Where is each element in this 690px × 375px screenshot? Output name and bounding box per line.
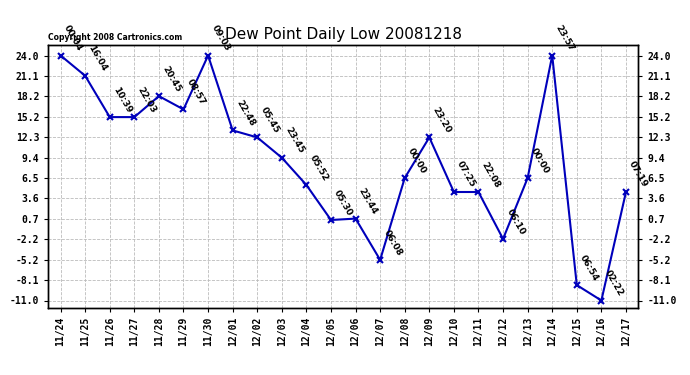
Text: 07:19: 07:19 <box>627 160 649 189</box>
Text: 23:45: 23:45 <box>283 126 306 155</box>
Text: 00:04: 00:04 <box>62 24 84 53</box>
Text: 02:22: 02:22 <box>603 268 625 298</box>
Text: 09:03: 09:03 <box>210 24 232 53</box>
Text: 10:39: 10:39 <box>111 85 133 114</box>
Text: 23:57: 23:57 <box>553 23 575 53</box>
Text: 06:54: 06:54 <box>578 253 600 282</box>
Text: 22:08: 22:08 <box>480 160 502 189</box>
Title: Dew Point Daily Low 20081218: Dew Point Daily Low 20081218 <box>225 27 462 42</box>
Text: 16:04: 16:04 <box>86 44 108 73</box>
Text: 05:30: 05:30 <box>333 188 355 217</box>
Text: 07:25: 07:25 <box>455 160 477 189</box>
Text: 05:52: 05:52 <box>308 153 330 182</box>
Text: Copyright 2008 Cartronics.com: Copyright 2008 Cartronics.com <box>48 33 183 42</box>
Text: 08:57: 08:57 <box>185 77 207 106</box>
Text: 05:45: 05:45 <box>259 105 281 135</box>
Text: 00:00: 00:00 <box>529 146 551 175</box>
Text: 06:10: 06:10 <box>504 207 526 236</box>
Text: 23:44: 23:44 <box>357 186 380 216</box>
Text: 22:03: 22:03 <box>136 85 158 114</box>
Text: 06:08: 06:08 <box>382 228 404 257</box>
Text: 23:20: 23:20 <box>431 105 453 135</box>
Text: 22:48: 22:48 <box>234 98 256 128</box>
Text: 20:45: 20:45 <box>160 64 182 93</box>
Text: 00:00: 00:00 <box>406 146 428 175</box>
